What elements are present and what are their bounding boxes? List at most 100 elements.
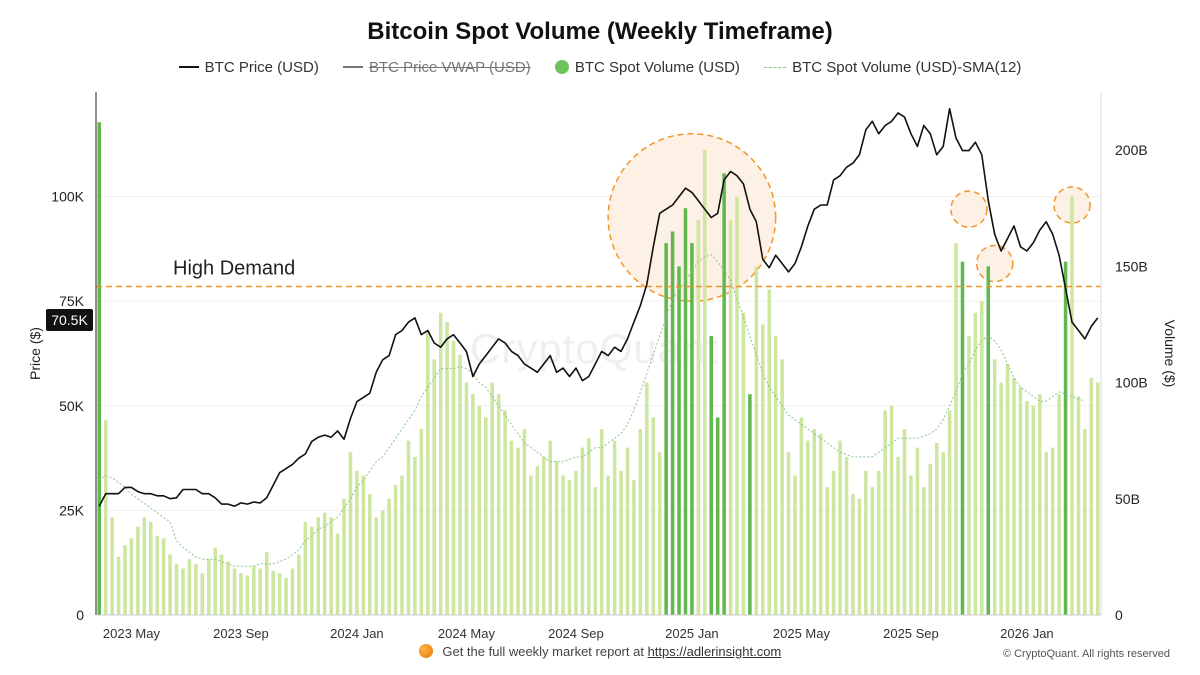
volume-bar [793,475,797,615]
volume-bar [451,340,456,615]
volume-bar [116,556,121,615]
legend-swatch-sma [764,66,787,68]
volume-bar [464,382,469,615]
volume-bar [786,452,791,615]
volume-bar [232,568,237,615]
volume-bar [954,243,958,616]
volume-bar [825,487,829,615]
volume-bar [432,359,436,615]
volume-bar [522,429,527,615]
volume-bar [1083,429,1087,615]
volume-bar [870,487,875,615]
volume-bar [735,196,739,615]
volume-bar [632,480,636,615]
volume-bar [348,452,353,615]
volume-bar [896,456,900,615]
volume-bar [316,517,321,615]
volume-bar [728,219,733,615]
volume-bar [986,266,991,615]
footer-text: Get the full weekly market report at [442,644,644,659]
legend-swatch-volume [554,60,569,75]
volume-bar [909,475,913,615]
legend-label-vwap: BTC Price VWAP (USD) [369,58,531,76]
volume-bar [761,324,765,615]
legend-item-sma[interactable]: BTC Spot Volume (USD)-SMA(12) [764,59,1021,76]
volume-bar [155,535,159,615]
volume-bar [709,336,714,615]
legend-item-price[interactable]: BTC Price (USD) [178,59,319,76]
volume-bar [174,563,179,615]
x-tick-label: 2023 Sep [213,626,269,641]
volume-bar [831,470,836,615]
volume-bar [387,498,391,615]
legend-item-volume[interactable]: BTC Spot Volume (USD) [554,59,740,76]
volume-bar [483,417,488,615]
volume-bar [567,480,572,615]
legend-item-vwap[interactable]: BTC Price VWAP (USD) [343,59,531,76]
volume-bar [1012,377,1016,615]
volume-bar [284,577,288,615]
volume-bar [187,559,192,615]
volume-bar [651,417,656,615]
volume-bar [245,575,250,615]
volume-bar [361,475,366,615]
volume-bar [818,433,823,615]
footer: Get the full weekly market report at htt… [0,644,1200,659]
volume-bar [297,554,301,615]
legend-swatch-vwap [343,66,363,69]
volume-bar [194,563,198,615]
volume-bar [625,447,630,615]
volume-bar [690,243,694,616]
volume-bar [103,419,108,615]
volume-bar [806,440,810,615]
volume-bar [548,440,552,615]
volume-bar [1044,452,1049,615]
volume-bar [438,312,443,615]
volume-bar [206,559,211,615]
y-left-tick-label: 100K [51,189,84,205]
x-tick-label: 2026 Jan [1000,626,1054,641]
current-price-label: 70.5K [51,312,88,328]
volume-bar [844,456,849,615]
volume-bar [1057,394,1061,615]
legend: BTC Price (USD) BTC Price VWAP (USD) BTC… [0,58,1200,76]
volume-bar [773,336,778,615]
current-price-badge [46,309,93,332]
volume-bar [181,568,185,615]
x-tick-label: 2024 Jan [330,626,384,641]
volume-bar [1018,387,1023,615]
volume-bar [496,394,501,615]
volume-bar [1025,401,1029,615]
volume-bar [509,440,514,615]
volume-bar [645,382,649,615]
volume-bar [503,410,507,615]
volume-bar [110,517,114,615]
volume-bar [393,484,398,615]
volume-bar [380,510,385,615]
legend-swatch-price [178,66,199,69]
volume-bar [97,122,101,616]
volume-bar [574,470,578,615]
volume-bar [902,429,907,615]
volume-bar [612,440,617,615]
volume-bar [967,336,971,615]
volume-bar [413,456,417,615]
volume-bar [889,405,894,615]
volume-bar [1005,363,1010,615]
volume-bar [271,570,275,615]
volume-bar [477,405,482,615]
volume-bar [973,312,978,615]
volume-bar [264,552,269,615]
volume-bar [934,442,939,615]
y-right-tick-label: 50B [1115,491,1140,507]
volume-bar [947,410,952,615]
legend-label-sma: BTC Spot Volume (USD)-SMA(12) [792,58,1022,76]
y-right-axis-title: Volume ($) [1162,320,1178,388]
volume-bar [252,566,256,615]
volume-bar [554,461,559,615]
volume-bar [683,208,688,615]
footer-link[interactable]: https://adlerinsight.com [647,644,782,659]
volume-bar [368,494,372,615]
volume-bar [1031,405,1036,615]
volume-bar [593,487,598,615]
